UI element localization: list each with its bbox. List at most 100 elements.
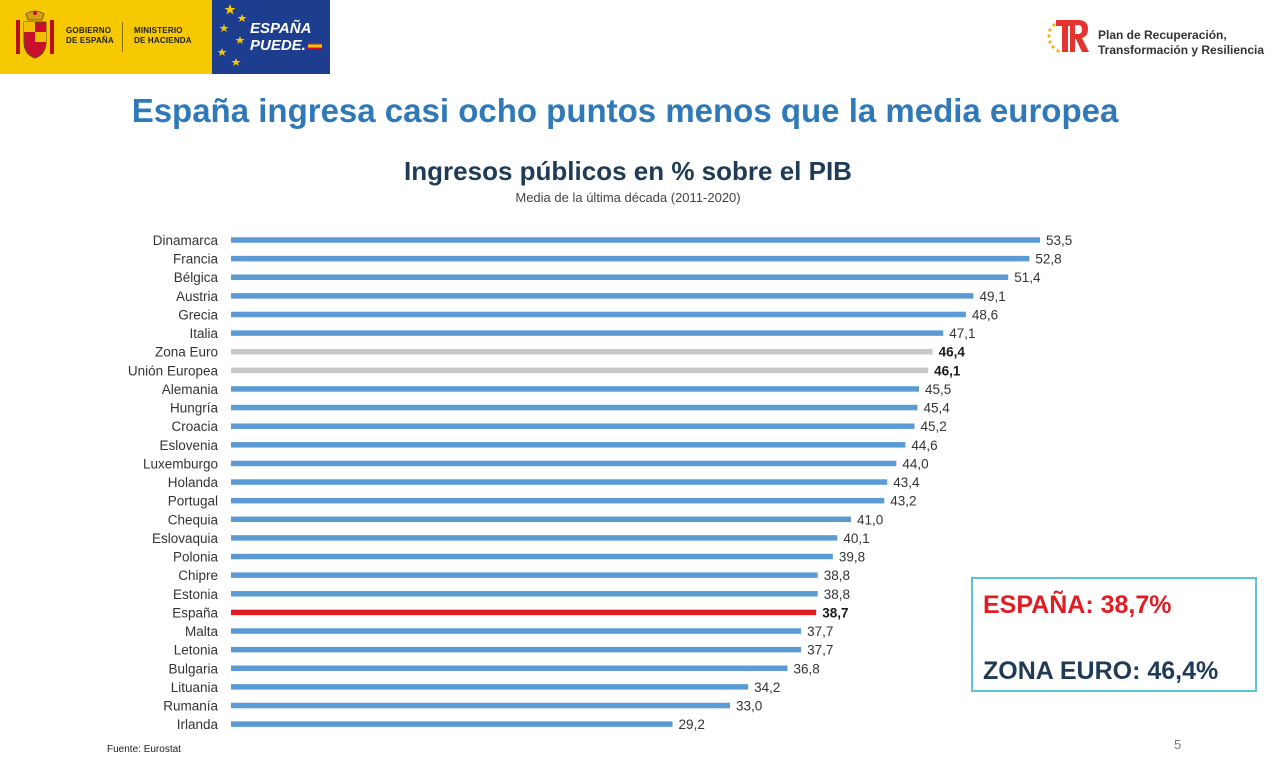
bar-zona-euro xyxy=(231,348,933,355)
value-label-luxemburgo: 44,0 xyxy=(902,456,928,471)
prtr-label: Plan de Recuperación, Transformación y R… xyxy=(1098,28,1265,57)
bar-grecia xyxy=(231,311,966,318)
callout-euro-value: ZONA EURO: 46,4% xyxy=(983,657,1219,685)
category-label-eslovenia: Eslovenia xyxy=(159,438,218,453)
bar-espana xyxy=(231,609,817,616)
banner-divider xyxy=(122,22,123,52)
value-label-zona-euro: 46,4 xyxy=(939,345,966,360)
value-label-dinamarca: 53,5 xyxy=(1046,233,1072,248)
bar-rumania xyxy=(231,702,731,709)
value-label-union-europea: 46,1 xyxy=(934,363,961,378)
category-label-belgica: Bélgica xyxy=(174,270,219,285)
category-label-polonia: Polonia xyxy=(173,550,219,565)
value-label-lituania: 34,2 xyxy=(754,680,780,695)
bar-belgica xyxy=(231,274,1009,280)
value-label-letonia: 37,7 xyxy=(807,643,833,658)
category-label-lituania: Lituania xyxy=(171,680,219,695)
value-label-polonia: 39,8 xyxy=(839,550,865,565)
bar-lituania xyxy=(231,684,749,690)
page-number: 5 xyxy=(1174,737,1182,752)
value-label-espana: 38,7 xyxy=(822,605,848,620)
espana-puede-label: ESPAÑA PUEDE. xyxy=(250,20,312,54)
value-label-eslovaquia: 40,1 xyxy=(843,531,869,546)
value-label-holanda: 43,4 xyxy=(893,475,920,490)
value-label-eslovenia: 44,6 xyxy=(911,438,937,453)
espana-puede-banner: ESPAÑA PUEDE. xyxy=(212,0,330,74)
value-label-francia: 52,8 xyxy=(1035,252,1061,267)
category-label-holanda: Holanda xyxy=(168,475,219,490)
slide-title: España ingresa casi ocho puntos menos qu… xyxy=(131,92,1119,129)
category-label-letonia: Letonia xyxy=(174,643,219,658)
bar-union-europea xyxy=(231,367,929,374)
category-label-chipre: Chipre xyxy=(178,568,218,583)
bar-francia xyxy=(231,255,1030,262)
category-label-francia: Francia xyxy=(173,252,219,267)
category-label-rumania: Rumanía xyxy=(163,699,218,714)
bar-italia xyxy=(231,330,944,336)
government-label: GOBIERNO DE ESPAÑA xyxy=(66,26,114,45)
category-label-luxemburgo: Luxemburgo xyxy=(143,456,218,471)
category-label-espana: España xyxy=(172,605,218,620)
value-label-rumania: 33,0 xyxy=(736,699,762,714)
coat-of-arms-icon xyxy=(16,10,54,59)
bar-hungria xyxy=(231,404,918,411)
value-label-chipre: 38,8 xyxy=(824,568,850,583)
value-label-italia: 47,1 xyxy=(949,326,975,341)
value-label-portugal: 43,2 xyxy=(890,494,916,509)
category-label-zona-euro: Zona Euro xyxy=(155,345,218,360)
callout-spain-value: ESPAÑA: 38,7% xyxy=(983,591,1172,619)
category-label-dinamarca: Dinamarca xyxy=(153,233,219,248)
bar-chequia xyxy=(231,516,851,523)
ministry-label: MINISTERIO DE HACIENDA xyxy=(134,26,192,45)
source-note: Fuente: Eurostat xyxy=(107,744,181,755)
eu-stars-icon xyxy=(217,4,247,66)
bar-letonia xyxy=(231,646,802,653)
category-label-italia: Italia xyxy=(189,326,218,341)
category-label-chequia: Chequia xyxy=(168,512,219,527)
category-label-eslovaquia: Eslovaquia xyxy=(152,531,219,546)
government-banner: GOBIERNO DE ESPAÑA MINISTERIO DE HACIEND… xyxy=(0,0,212,74)
category-label-portugal: Portugal xyxy=(168,494,218,509)
bar-holanda xyxy=(231,479,888,485)
category-label-croacia: Croacia xyxy=(171,419,218,434)
bar-irlanda xyxy=(231,721,673,727)
bar-luxemburgo xyxy=(231,460,897,467)
category-label-union-europea: Unión Europea xyxy=(128,363,219,378)
value-label-austria: 49,1 xyxy=(979,289,1005,304)
value-label-malta: 37,7 xyxy=(807,624,833,639)
spain-flag-icon xyxy=(308,43,322,49)
value-label-croacia: 45,2 xyxy=(920,419,946,434)
bar-eslovaquia xyxy=(231,535,838,541)
value-label-chequia: 41,0 xyxy=(857,512,883,527)
bar-bulgaria xyxy=(231,665,788,672)
category-label-bulgaria: Bulgaria xyxy=(168,661,218,676)
chart-subtitle: Media de la última década (2011-2020) xyxy=(515,190,741,205)
bar-chipre xyxy=(231,572,818,578)
bar-austria xyxy=(231,293,974,299)
category-label-alemania: Alemania xyxy=(162,382,219,397)
value-label-grecia: 48,6 xyxy=(972,307,998,322)
bar-portugal xyxy=(231,497,885,504)
value-label-irlanda: 29,2 xyxy=(679,717,705,732)
chart-title: Ingresos públicos en % sobre el PIB xyxy=(404,156,852,186)
bar-eslovenia xyxy=(231,442,906,448)
category-label-malta: Malta xyxy=(185,624,219,639)
bar-dinamarca xyxy=(231,237,1040,243)
summary-callout: ESPAÑA: 38,7% ZONA EURO: 46,4% xyxy=(971,577,1257,692)
category-label-hungria: Hungría xyxy=(170,401,219,416)
category-label-grecia: Grecia xyxy=(178,307,218,322)
bar-polonia xyxy=(231,553,833,560)
value-label-estonia: 38,8 xyxy=(824,587,850,602)
value-label-belgica: 51,4 xyxy=(1014,270,1041,285)
category-label-estonia: Estonia xyxy=(173,587,219,602)
value-label-hungria: 45,4 xyxy=(924,401,951,416)
category-label-austria: Austria xyxy=(176,289,219,304)
bar-malta xyxy=(231,628,802,634)
value-label-alemania: 45,5 xyxy=(925,382,951,397)
bar-alemania xyxy=(231,386,920,392)
prtr-logo-icon xyxy=(1047,20,1089,53)
bar-estonia xyxy=(231,591,818,597)
category-label-irlanda: Irlanda xyxy=(177,717,219,732)
value-label-bulgaria: 36,8 xyxy=(793,661,819,676)
